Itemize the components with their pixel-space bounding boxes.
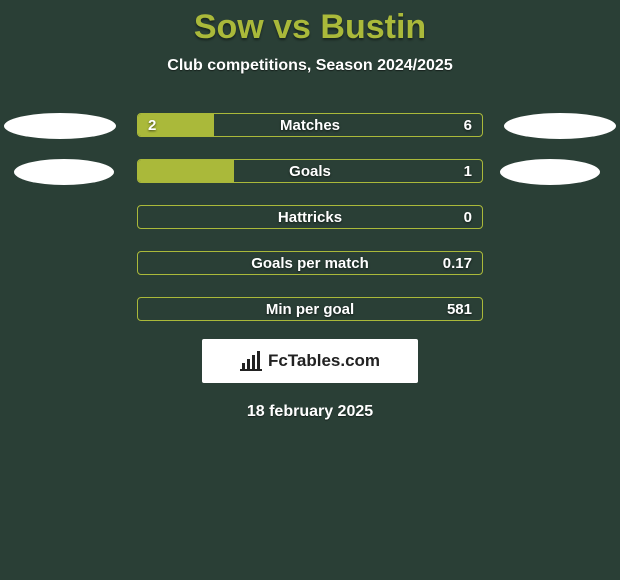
stat-bar: 581Min per goal [137, 297, 483, 321]
stat-value-right: 1 [464, 160, 472, 182]
stat-row: 0.17Goals per match [0, 251, 620, 275]
stat-value-right: 6 [464, 114, 472, 136]
bar-fill-left [138, 160, 234, 182]
date-label: 18 february 2025 [0, 403, 620, 421]
stat-row: 26Matches [0, 113, 620, 137]
stat-label: Goals per match [138, 252, 482, 274]
stat-bar: 26Matches [137, 113, 483, 137]
stats-container: 26Matches1Goals0Hattricks0.17Goals per m… [0, 113, 620, 321]
badge-text: FcTables.com [268, 351, 380, 371]
stat-row: 581Min per goal [0, 297, 620, 321]
stat-label: Min per goal [138, 298, 482, 320]
player-left-shape [4, 113, 116, 139]
stat-value-right: 0.17 [443, 252, 472, 274]
stat-value-left: 2 [148, 114, 156, 136]
page-title: Sow vs Bustin [0, 8, 620, 47]
stat-bar: 0.17Goals per match [137, 251, 483, 275]
player-right-shape [504, 113, 616, 139]
player-right-shape [500, 159, 600, 185]
subtitle: Club competitions, Season 2024/2025 [0, 57, 620, 75]
stat-label: Hattricks [138, 206, 482, 228]
source-badge[interactable]: FcTables.com [202, 339, 418, 383]
player-left-shape [14, 159, 114, 185]
stat-row: 1Goals [0, 159, 620, 183]
chart-icon [240, 351, 262, 371]
stat-bar: 0Hattricks [137, 205, 483, 229]
stat-bar: 1Goals [137, 159, 483, 183]
stat-value-right: 0 [464, 206, 472, 228]
stat-row: 0Hattricks [0, 205, 620, 229]
stat-value-right: 581 [447, 298, 472, 320]
comparison-card: Sow vs Bustin Club competitions, Season … [0, 8, 620, 580]
